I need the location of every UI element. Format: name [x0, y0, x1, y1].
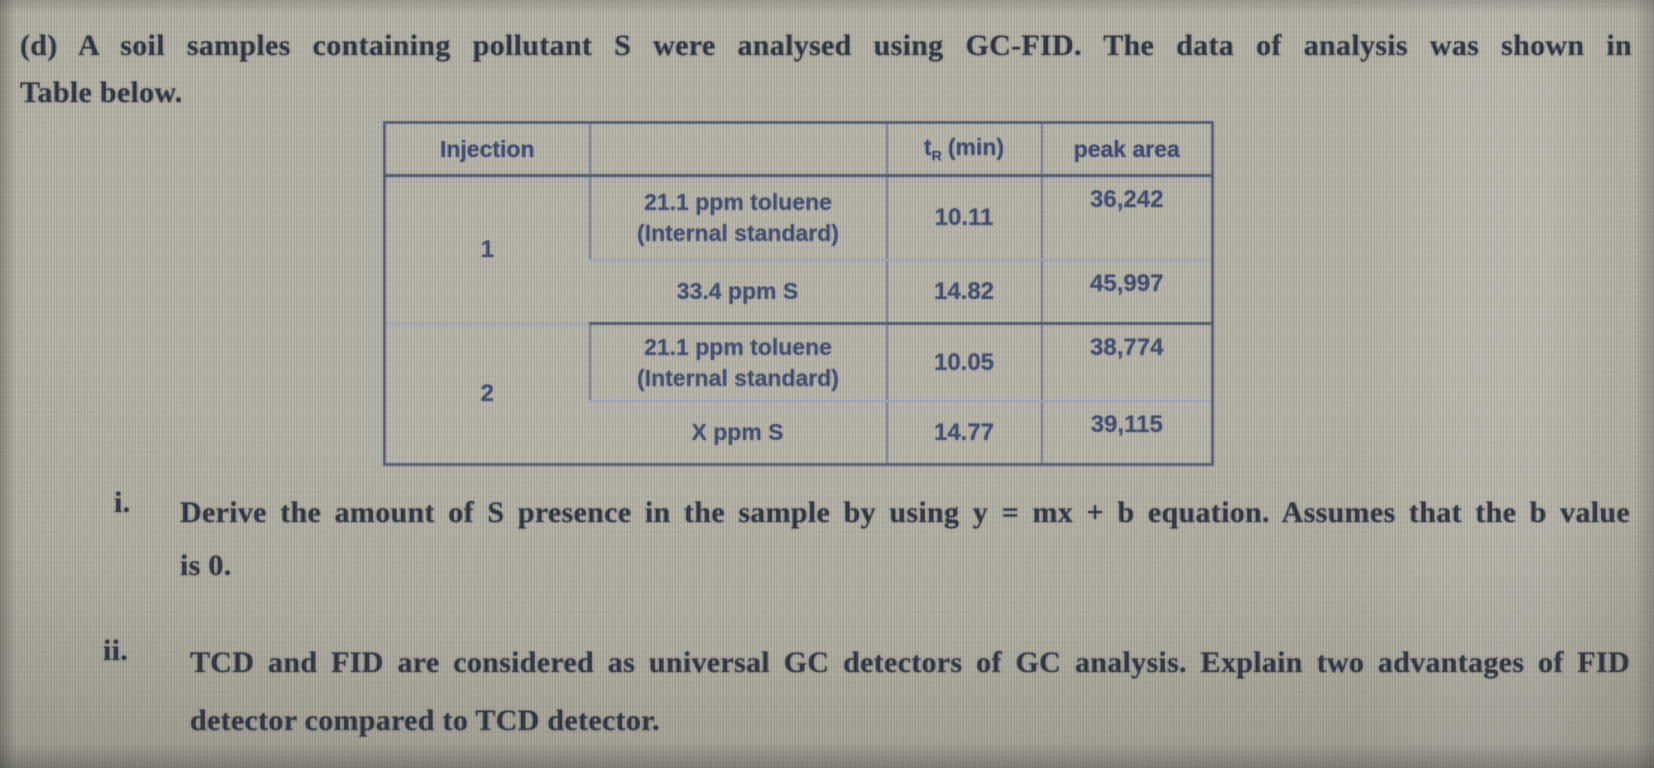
table-row: 33.4 ppm S 14.82 45,997 [385, 260, 1213, 325]
paragraph-d-line-2: Table below. [20, 76, 183, 109]
substance-line-1: 21.1 ppm toluene [644, 333, 832, 360]
injection-number-cell: 1 [384, 175, 590, 325]
peak-area-cell: 38,774 [1040, 323, 1213, 402]
retention-time-symbol: t [923, 133, 932, 160]
question-i-numeral: i. [114, 486, 131, 519]
substance-cell: 33.4 ppm S [589, 260, 887, 325]
injection-number-cell: 2 [384, 323, 590, 466]
peak-area-cell: 36,242 [1040, 175, 1213, 261]
table-header-retention-time: tR (min) [885, 122, 1042, 177]
question-ii-text: TCD and FID are considered as universal … [190, 634, 1630, 750]
question-ii-line-2: detector compared to TCD detector. [190, 704, 660, 737]
substance-cell: X ppm S [691, 419, 784, 445]
substance-line-1: 21.1 ppm toluene [644, 189, 832, 215]
retention-time-cell: 14.77 [885, 401, 1042, 465]
paragraph-d-line-1: (d) A soil samples containing pollutant … [20, 29, 1632, 62]
table-header-row: Injection tR (min) peak area [384, 122, 1213, 177]
substance-line-2: (Internal standard) [637, 364, 839, 391]
retention-time-cell: 14.82 [885, 260, 1042, 325]
retention-time-unit: (min) [947, 133, 1005, 160]
paragraph-d: (d) A soil samples containing pollutant … [20, 22, 1632, 116]
table-header-injection: Injection [384, 122, 590, 177]
gc-analysis-table: Injection tR (min) peak area 1 21.1 ppm t… [383, 121, 1214, 466]
retention-time-cell: 10.05 [885, 323, 1042, 402]
question-i-text: Derive the amount of S presence in the s… [180, 486, 1630, 592]
table-header-peak-area: peak area [1040, 122, 1213, 177]
question-i-line-1: Derive the amount of S presence in the s… [180, 496, 1630, 529]
table-row: 1 21.1 ppm toluene (Internal standard) 1… [384, 175, 1213, 325]
table-row: 2 21.1 ppm toluene (Internal standard) 1… [384, 323, 1213, 466]
question-ii-line-1: TCD and FID are considered as universal … [190, 646, 1630, 679]
retention-time-subscript: R [931, 148, 942, 165]
question-ii-numeral: ii. [103, 634, 129, 667]
peak-area-cell: 39,115 [1040, 401, 1213, 465]
substance-cell: 21.1 ppm toluene (Internal standard) [588, 323, 887, 402]
substance-cell: 21.1 ppm toluene (Internal standard) [588, 175, 887, 261]
retention-time-cell: 10.11 [885, 175, 1042, 261]
peak-area-cell: 45,997 [1040, 260, 1213, 325]
question-i-line-2: is 0. [180, 549, 232, 582]
substance-line-2: (Internal standard) [637, 220, 839, 246]
table-header-substance [588, 122, 887, 177]
table-row: X ppm S 14.77 39,115 [385, 401, 1213, 465]
